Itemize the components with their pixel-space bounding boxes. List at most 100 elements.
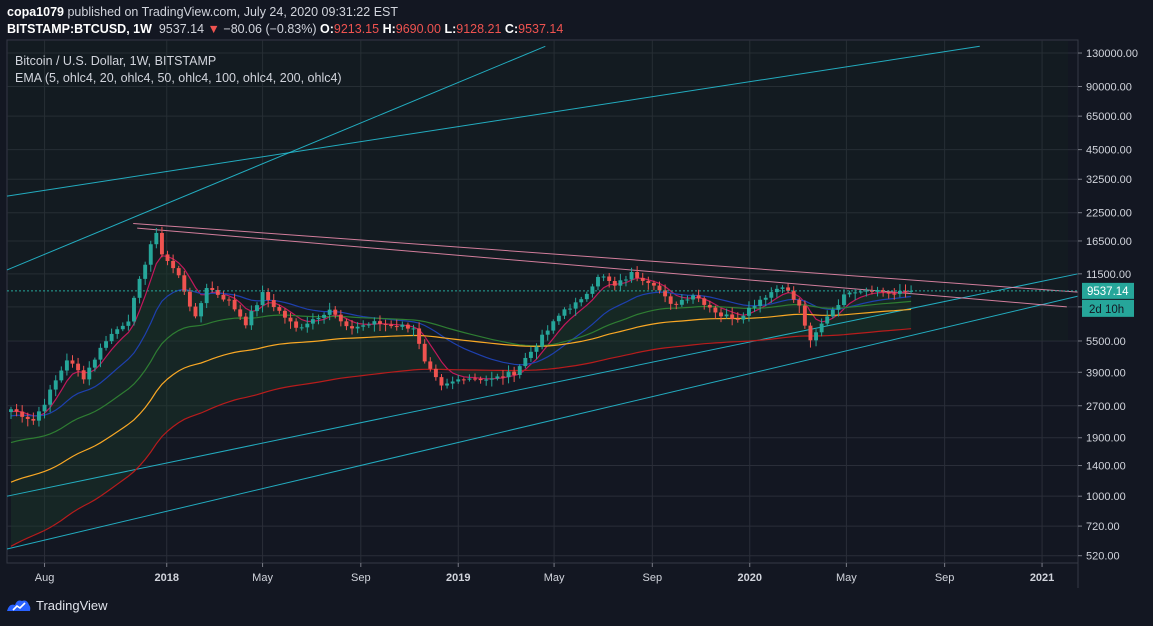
candle-body [366,324,371,326]
candle-body [635,272,640,278]
time-axis[interactable]: Aug 2018 May Sep 2019 May Sep 2020 May Sep 2021 [35,563,1055,584]
candle-body [780,287,785,289]
candle-body [159,232,164,255]
candle [98,343,103,368]
candle [87,361,92,386]
candle-body [439,377,444,386]
candle-body [663,290,668,297]
symbol-name[interactable]: BITSTAMP:BTCUSD, 1W [7,22,152,36]
candle-body [176,268,181,276]
candle [618,273,623,292]
candle-body [802,305,807,326]
candle-body [551,321,556,331]
legend-title: Bitcoin / U.S. Dollar, 1W, BITSTAMP [15,54,216,68]
y-tick-label: 65000.00 [1086,111,1132,123]
trendline [6,273,1079,497]
current-price: 9537.14 [158,22,205,36]
brand-name: TradingView [36,597,108,613]
candle-body [724,314,729,317]
open-label: O: [320,22,334,36]
candle-body [249,311,254,326]
candle-body [422,343,427,362]
candle-body [187,291,192,307]
candle-body [132,297,136,322]
candle [411,324,416,337]
candle [132,295,136,326]
candle [48,384,53,413]
candle-body [830,309,835,317]
candle [232,293,237,312]
down-arrow-icon: ▼ [207,22,220,36]
candle-body [282,310,287,318]
candle [512,366,517,383]
candle-body [92,359,97,368]
candle [573,297,578,316]
candle [842,289,846,307]
close-value: 9537.14 [518,22,564,36]
candle [266,288,271,308]
ema-lines [10,255,912,547]
candle [64,353,69,376]
candle-body [685,299,690,301]
candle-body [389,324,394,327]
candle-body [193,306,198,317]
candle-body [501,376,505,378]
candle [299,323,304,331]
candle-body [696,295,701,299]
candle [568,304,573,315]
candle-body [651,282,656,286]
candle [36,406,41,427]
candle [668,293,673,310]
candle [461,377,466,385]
candle-body [378,321,382,324]
candle [159,226,164,258]
candle-body [182,275,187,292]
candle [25,412,30,427]
candle [154,228,159,249]
candle-body [260,292,265,306]
candle-body [433,368,438,378]
candle-body [372,321,377,325]
candle [350,320,354,335]
candle-body [204,288,209,304]
candle-body [640,277,645,281]
x-tick-label: 2019 [446,572,470,584]
tradingview-branding[interactable]: TradingView [7,597,108,613]
candle [802,300,807,329]
high-label: H: [382,22,396,36]
candle-body [294,321,299,328]
y-tick-label: 2700.00 [1086,401,1126,413]
candle [322,312,327,324]
close-label: C: [504,22,519,36]
candle-body [528,351,533,358]
candle-body [746,307,751,316]
candle [696,289,701,303]
candle [640,272,645,286]
candle [171,254,176,274]
plot-area[interactable] [6,39,1079,564]
x-tick-label: May [252,572,273,584]
candle-body [417,328,422,344]
candle [624,275,628,287]
candle [405,322,410,333]
price-axis[interactable]: 130000.00 90000.00 65000.00 45000.00 32500.0… [1078,48,1138,563]
candle [260,285,265,313]
candle-body [210,288,215,290]
candle-body [64,360,69,371]
candle-body [361,325,366,327]
candle [797,297,802,314]
candle-body [735,318,740,320]
candle-body [445,383,450,386]
candle-body [355,326,360,329]
candle-body [741,315,746,320]
candle-body [758,299,763,307]
candle-body [730,314,735,319]
candle-body [31,418,36,421]
author-name[interactable]: copa1079 [7,5,64,19]
candle-body [763,297,768,300]
candle [540,329,545,350]
candle [473,373,477,382]
candle [143,261,148,285]
candle [551,319,556,334]
